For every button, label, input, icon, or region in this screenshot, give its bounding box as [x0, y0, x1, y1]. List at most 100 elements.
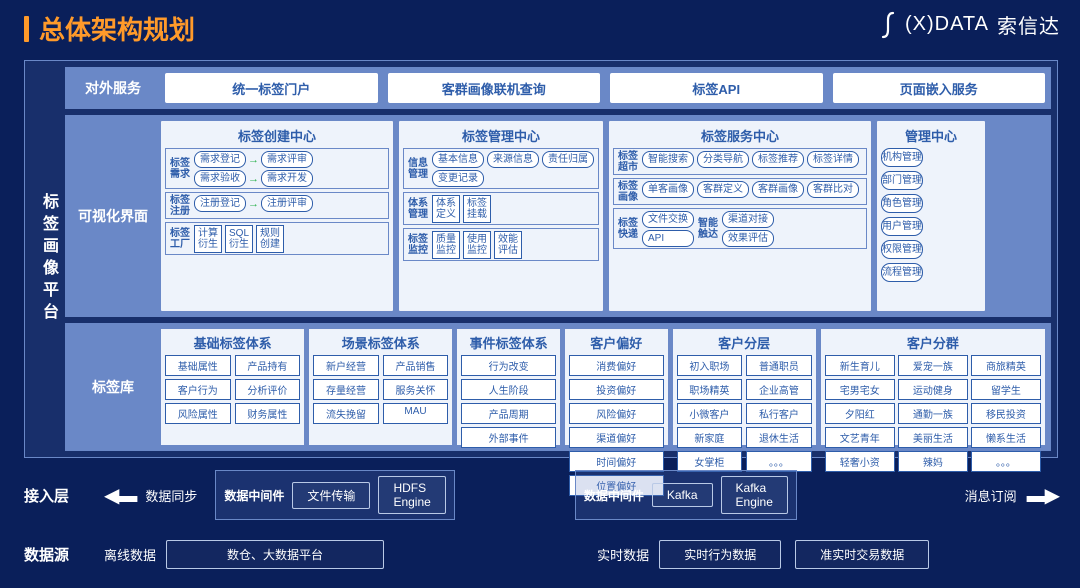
pill-item: 客群比对 [807, 181, 859, 198]
msg-sub-label: 消息订阅 [965, 486, 1017, 505]
ui-card: 管理中心机构管理部门管理角色管理用户管理权限管理流程管理 [877, 121, 985, 311]
card-header: 客户分群 [825, 333, 1041, 352]
tag-item: 私行客户 [746, 403, 812, 424]
source-btn: 准实时交易数据 [795, 540, 929, 569]
brand-en: (X)DATA [905, 13, 989, 36]
tag-item: 存量经营 [313, 379, 379, 400]
pill-item: 客群画像 [752, 181, 804, 198]
box-item: 效能 评估 [494, 231, 522, 259]
tag-item: 投资偏好 [569, 379, 664, 400]
tag-item: 渠道偏好 [569, 427, 664, 448]
flow-arrow-icon: → [248, 198, 259, 210]
group-label: 数据中间件 [584, 487, 644, 504]
ui-card: 标签创建中心标签 需求需求登记→需求评审需求验收→需求开发标签 注册注册登记→注… [161, 121, 393, 311]
card-header: 标签创建中心 [165, 126, 389, 145]
pill-item: 效果评估 [722, 230, 774, 247]
box-item: SQL 衍生 [225, 225, 253, 253]
tag-item: 普通职员 [746, 355, 812, 376]
library-card: 客户分层初入职场普通职员职场精英企业高管小微客户私行客户新家庭退休生活女掌柜。。… [673, 329, 816, 445]
page-title: 总体架构规划 [24, 10, 195, 47]
tag-item: 行为改变 [461, 355, 556, 376]
card-section: 标签 注册注册登记→注册评审 [165, 192, 389, 219]
platform-vlabel: 标签画像平台 [36, 193, 60, 325]
pill-item: 分类导航 [697, 151, 749, 168]
tag-item: 时间偏好 [569, 451, 664, 472]
pill-item: 变更记录 [432, 170, 484, 187]
card-header: 标签服务中心 [613, 126, 867, 145]
card-section: 体系 管理体系 定义标签 挂载 [403, 192, 599, 225]
pill-item: API [642, 230, 694, 247]
tag-item: 辣妈 [898, 451, 968, 472]
tag-item: 。。。 [746, 451, 812, 472]
middleware-btn: HDFS Engine [378, 476, 445, 514]
ui-layer-label: 可视化界面 [71, 121, 155, 311]
section-label: 智能 触达 [697, 218, 719, 240]
box-item: 质量 监控 [432, 231, 460, 259]
box-item: 体系 定义 [432, 195, 460, 223]
external-service-btn: 页面嵌入服务 [833, 73, 1046, 103]
tag-item: 宅男宅女 [825, 379, 895, 400]
card-section: 标签 需求需求登记→需求评审需求验收→需求开发 [165, 148, 389, 189]
card-header: 场景标签体系 [313, 333, 448, 352]
flow-node: 注册评审 [261, 195, 313, 212]
access-label: 接入层 [24, 485, 94, 506]
title-text: 总体架构规划 [39, 10, 195, 47]
external-service-btn: 标签API [610, 73, 823, 103]
tag-item: 新户经营 [313, 355, 379, 376]
brand-zh: 索信达 [997, 10, 1060, 39]
access-layer-band: 接入层 ◀▬ 数据同步 数据中间件文件传输HDFS Engine数据中间件Kaf… [24, 470, 1058, 520]
tag-item: 风险偏好 [569, 403, 664, 424]
tag-item: 移民投资 [971, 403, 1041, 424]
middleware-btn: Kafka Engine [721, 476, 788, 514]
architecture-slide: 总体架构规划 (X)DATA 索信达 标签画像平台 对外服务 统一标签门户客群画… [0, 0, 1080, 588]
pill-item: 渠道对接 [722, 211, 774, 228]
card-header: 事件标签体系 [461, 333, 556, 352]
box-item: 使用 监控 [463, 231, 491, 259]
section-label: 标签 超市 [617, 151, 639, 173]
tag-library-label: 标签库 [71, 329, 155, 445]
tag-item: 风险属性 [165, 403, 231, 424]
tag-item: 退休生活 [746, 427, 812, 448]
pill-item: 单客画像 [642, 181, 694, 198]
offline-label: 离线数据 [104, 545, 156, 564]
tag-item: 运动健身 [898, 379, 968, 400]
flow-node: 需求登记 [194, 151, 246, 168]
platform-vlabel-wrap: 标签画像平台 [31, 61, 65, 457]
tag-item: 基础属性 [165, 355, 231, 376]
ui-layer-row: 可视化界面 标签创建中心标签 需求需求登记→需求评审需求验收→需求开发标签 注册… [65, 115, 1051, 317]
data-sync-label: 数据同步 [145, 486, 197, 505]
library-card: 客户分群新生育儿爱宠一族商旅精英宅男宅女运动健身留学生夕阳红通勤一族移民投资文艺… [821, 329, 1045, 445]
external-label: 对外服务 [71, 78, 155, 98]
section-label: 标签 需求 [169, 158, 191, 180]
card-section: 机构管理部门管理角色管理用户管理权限管理流程管理 [881, 148, 981, 282]
section-label: 信息 管理 [407, 158, 429, 180]
tag-item: 分析评价 [235, 379, 301, 400]
integral-icon [879, 11, 901, 39]
source-btn: 数仓、大数据平台 [166, 540, 384, 569]
tag-item: 职场精英 [677, 379, 743, 400]
tag-item: 产品销售 [383, 355, 449, 376]
library-card: 客户偏好消费偏好投资偏好风险偏好渠道偏好时间偏好位置偏好 [565, 329, 668, 445]
mgmt-pill: 权限管理 [881, 240, 923, 259]
tag-item: 初入职场 [677, 355, 743, 376]
pill-item: 来源信息 [487, 151, 539, 168]
data-source-band: 数据源 离线数据 数仓、大数据平台 实时数据 实时行为数据准实时交易数据 [24, 532, 1058, 576]
card-section: 信息 管理基本信息来源信息责任归属变更记录 [403, 148, 599, 189]
tag-item: 财务属性 [235, 403, 301, 424]
tag-item: MAU [383, 403, 449, 424]
tag-item: 商旅精英 [971, 355, 1041, 376]
box-item: 标签 挂载 [463, 195, 491, 223]
section-label: 标签 注册 [169, 195, 191, 217]
box-item: 规则 创建 [256, 225, 284, 253]
card-header: 客户分层 [677, 333, 812, 352]
tag-item: 服务关怀 [383, 379, 449, 400]
group-label: 数据中间件 [224, 487, 284, 504]
card-header: 基础标签体系 [165, 333, 300, 352]
flow-node: 需求验收 [194, 170, 246, 187]
middleware-btn: Kafka [652, 483, 713, 507]
card-header: 客户偏好 [569, 333, 664, 352]
card-section: 标签 监控质量 监控使用 监控效能 评估 [403, 228, 599, 261]
pill-item: 标签推荐 [752, 151, 804, 168]
pill-item: 基本信息 [432, 151, 484, 168]
external-service-btn: 统一标签门户 [165, 73, 378, 103]
